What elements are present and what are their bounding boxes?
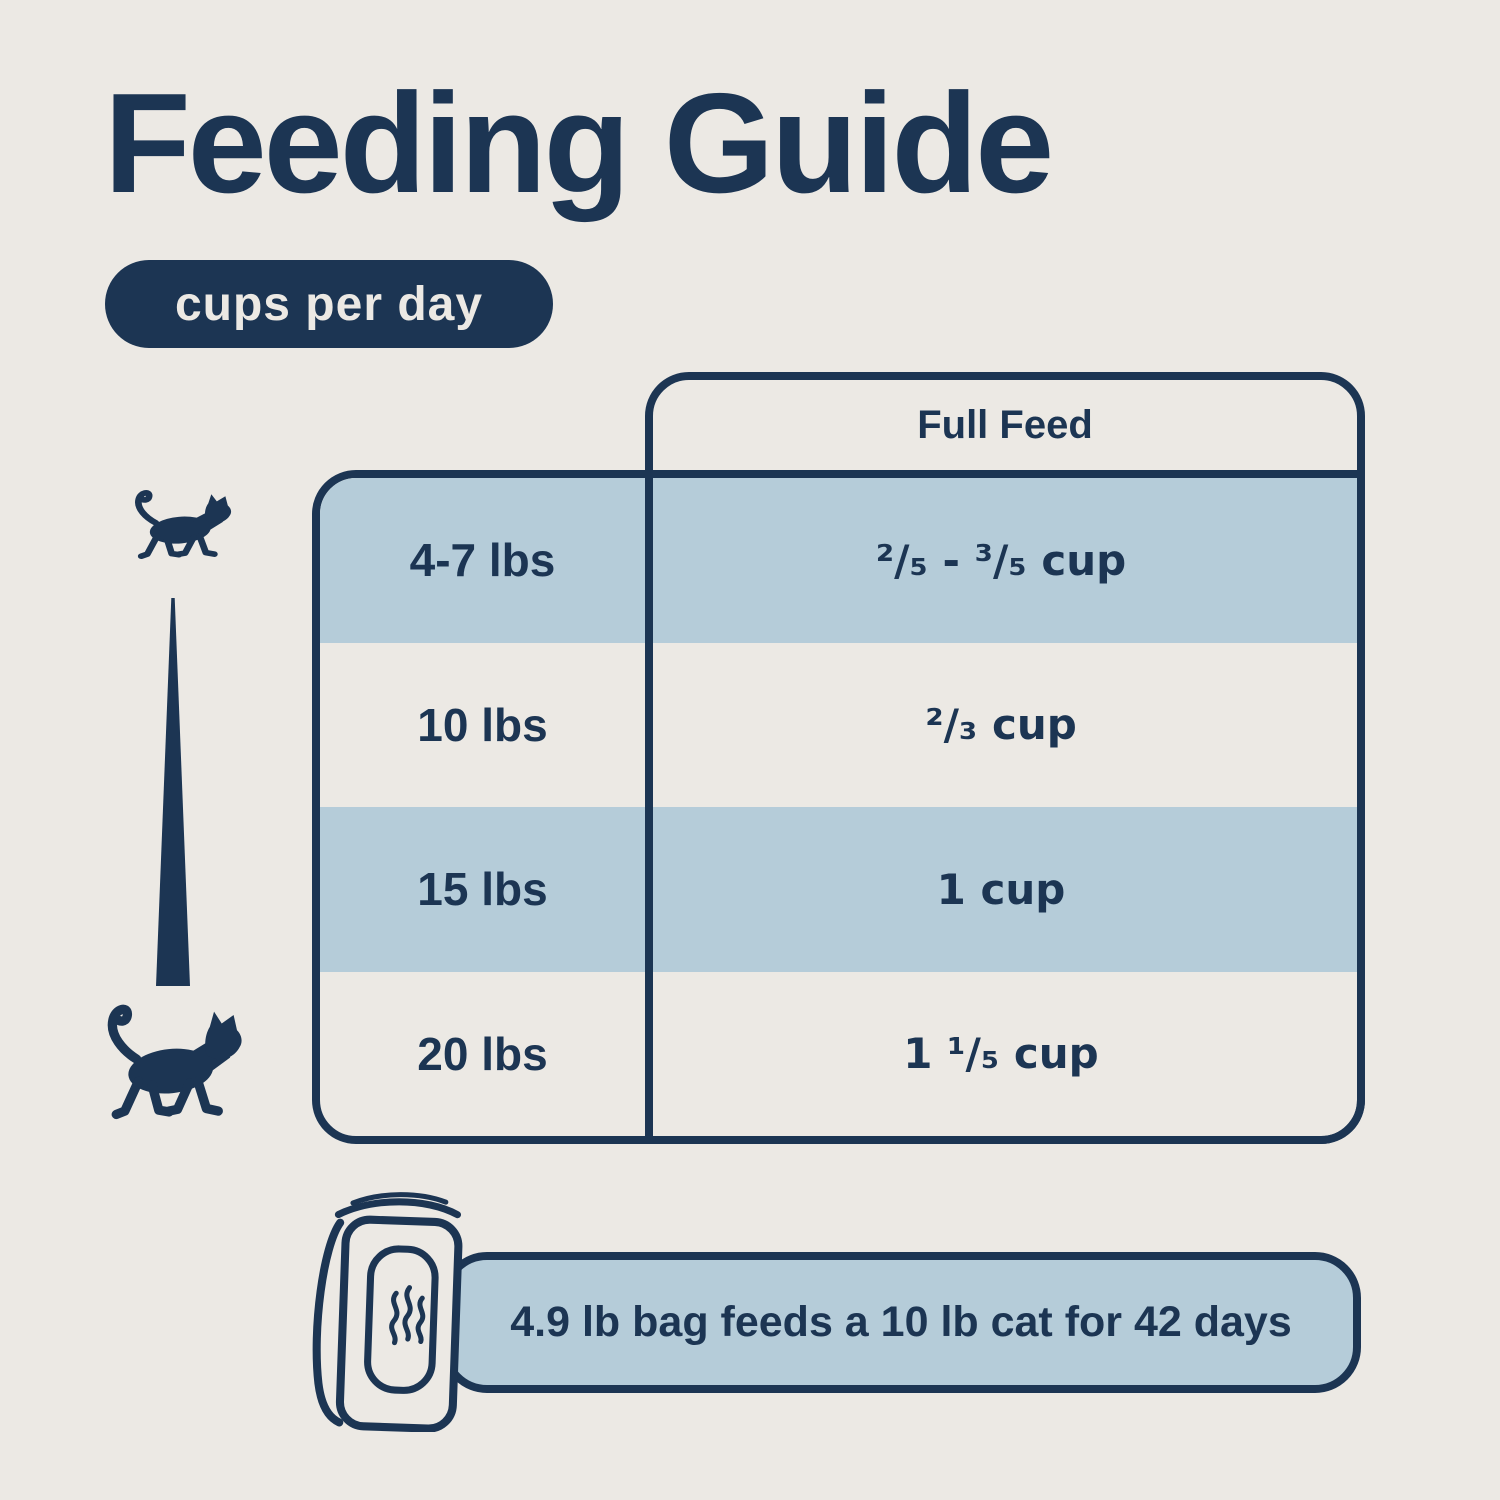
full-feed-column-outline: Full Feed bbox=[645, 372, 1365, 1144]
weight-cell: 4-7 lbs bbox=[409, 534, 556, 587]
full-feed-column-header: Full Feed bbox=[917, 402, 1093, 447]
table-row: 4-7 lbs ²/₅ - ³/₅ cup bbox=[320, 478, 1357, 643]
bag-note-banner: 4.9 lb bag feeds a 10 lb cat for 42 days bbox=[441, 1252, 1361, 1393]
steam-icon bbox=[389, 1285, 426, 1346]
table-row: 20 lbs 1 ¹/₅ cup bbox=[320, 972, 1357, 1137]
page-title: Feeding Guide bbox=[104, 64, 1054, 223]
amount-cell: 1 cup bbox=[936, 864, 1066, 914]
food-bag-icon bbox=[312, 1192, 463, 1432]
bag-note-text: 4.9 lb bag feeds a 10 lb cat for 42 days bbox=[510, 1298, 1292, 1346]
small-cat-icon bbox=[135, 490, 232, 560]
large-cat-icon bbox=[107, 1004, 242, 1120]
cups-per-day-label: cups per day bbox=[174, 277, 484, 331]
amount-cell: ²/₅ - ³/₅ cup bbox=[875, 535, 1127, 585]
size-scale-wedge bbox=[156, 598, 190, 986]
table-row: 15 lbs 1 cup bbox=[320, 807, 1357, 972]
amount-cell: ²/₃ cup bbox=[925, 700, 1077, 750]
feeding-table: 4-7 lbs ²/₅ - ³/₅ cup 10 lbs ²/₃ cup 15 … bbox=[312, 470, 1365, 1144]
cups-per-day-badge: cups per day bbox=[105, 260, 553, 348]
weight-cell: 20 lbs bbox=[417, 1027, 548, 1080]
weight-cell: 10 lbs bbox=[417, 698, 548, 751]
weight-cell: 15 lbs bbox=[417, 863, 548, 916]
amount-cell: 1 ¹/₅ cup bbox=[903, 1029, 1099, 1079]
table-row: 10 lbs ²/₃ cup bbox=[320, 643, 1357, 808]
